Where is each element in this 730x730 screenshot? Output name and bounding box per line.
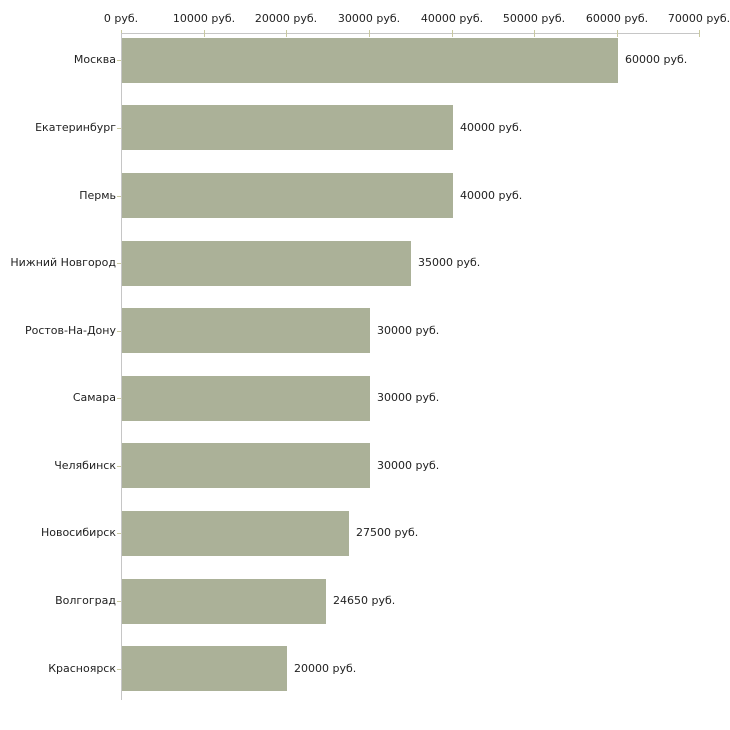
bar-Самара: [122, 376, 370, 421]
value-label: 60000 руб.: [625, 53, 688, 66]
value-label: 30000 руб.: [377, 391, 440, 404]
bar-Екатеринбург: [122, 105, 453, 150]
bar-Пермь: [122, 173, 453, 218]
category-label: Нижний Новгород: [10, 256, 116, 269]
category-tick: [117, 196, 121, 197]
x-tick-label: 0 руб.: [103, 12, 139, 25]
category-tick: [117, 331, 121, 332]
x-axis-tick: [286, 30, 287, 37]
bar-Челябинск: [122, 443, 370, 488]
x-axis-tick: [204, 30, 205, 37]
category-label: Новосибирск: [40, 526, 116, 539]
value-label: 40000 руб.: [460, 121, 523, 134]
x-axis-tick: [452, 30, 453, 37]
category-tick: [117, 60, 121, 61]
x-tick-label: 60000 руб.: [585, 12, 649, 25]
category-label: Самара: [72, 391, 116, 404]
category-tick: [117, 263, 121, 264]
category-label: Челябинск: [54, 459, 116, 472]
category-label: Москва: [73, 53, 116, 66]
category-tick: [117, 128, 121, 129]
value-label: 24650 руб.: [333, 594, 396, 607]
bar-Красноярск: [122, 646, 287, 691]
value-label: 40000 руб.: [460, 189, 523, 202]
category-tick: [117, 601, 121, 602]
category-label: Ростов-На-Дону: [24, 324, 116, 337]
x-tick-label: 70000 руб.: [667, 12, 730, 25]
value-label: 35000 руб.: [418, 256, 481, 269]
value-label: 27500 руб.: [356, 526, 419, 539]
category-tick: [117, 466, 121, 467]
x-tick-label: 40000 руб.: [420, 12, 484, 25]
value-label: 30000 руб.: [377, 324, 440, 337]
bar-Нижний Новгород: [122, 241, 411, 286]
x-tick-label: 20000 руб.: [254, 12, 318, 25]
category-label: Пермь: [79, 189, 116, 202]
x-axis-tick: [699, 30, 700, 37]
x-axis-tick: [534, 30, 535, 37]
x-axis-line: [121, 33, 700, 34]
category-tick: [117, 398, 121, 399]
x-tick-label: 30000 руб.: [337, 12, 401, 25]
category-tick: [117, 533, 121, 534]
category-label: Красноярск: [48, 662, 116, 675]
value-label: 20000 руб.: [294, 662, 357, 675]
bar-Москва: [122, 38, 618, 83]
bar-Новосибирск: [122, 511, 349, 556]
value-label: 30000 руб.: [377, 459, 440, 472]
category-tick: [117, 669, 121, 670]
x-tick-label: 10000 руб.: [172, 12, 236, 25]
x-axis-tick: [369, 30, 370, 37]
x-axis-tick: [617, 30, 618, 37]
bar-Волгоград: [122, 579, 326, 624]
bar-Ростов-На-Дону: [122, 308, 370, 353]
category-label: Екатеринбург: [35, 121, 116, 134]
y-axis-line: [121, 33, 122, 700]
x-tick-label: 50000 руб.: [502, 12, 566, 25]
category-label: Волгоград: [55, 594, 116, 607]
